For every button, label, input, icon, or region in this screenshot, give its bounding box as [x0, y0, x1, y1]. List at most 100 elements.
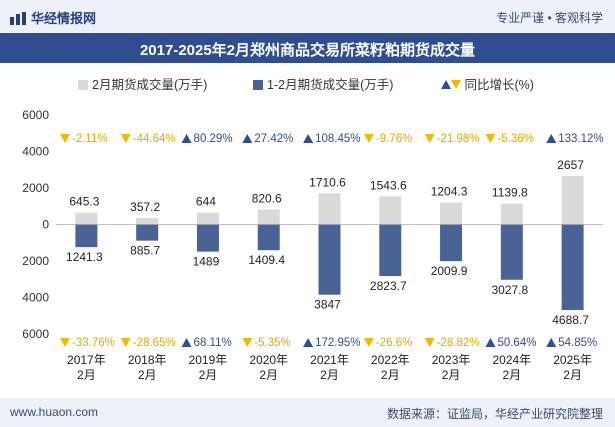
- y-tick-label: 0: [42, 218, 49, 232]
- bar-cumulative: [196, 224, 219, 252]
- growth-cumulative-down-arrow-icon: [424, 338, 435, 347]
- data-label-monthly: 645.3: [69, 195, 99, 209]
- bar-monthly: [75, 212, 98, 225]
- growth-monthly-label: 80.29%: [194, 133, 233, 145]
- growth-monthly-label: -5.36%: [497, 133, 533, 145]
- growth-cumulative-down-arrow-icon: [60, 338, 70, 347]
- growth-monthly-down-arrow-icon: [424, 134, 435, 143]
- data-label-monthly: 1204.3: [431, 185, 468, 199]
- growth-monthly-down-arrow-icon: [363, 134, 374, 143]
- growth-cumulative-up-arrow-icon: [485, 338, 496, 347]
- growth-cumulative-label: 50.64%: [497, 337, 536, 349]
- x-tick-label: 2020年 2月: [249, 353, 288, 382]
- x-tick-label: 2017年 2月: [67, 353, 106, 382]
- bar-cumulative: [379, 224, 402, 277]
- growth-cumulative-down-arrow-icon: [120, 338, 131, 347]
- y-tick-label: 4000: [22, 291, 49, 305]
- data-label-cumulative: 885.7: [130, 244, 160, 258]
- bar-monthly: [136, 217, 159, 225]
- legend-down-arrow-icon: [451, 80, 461, 89]
- footer-site: www.huaon.com: [10, 405, 99, 419]
- growth-monthly-label: -21.98%: [437, 133, 480, 145]
- growth-cumulative-label: 54.85%: [558, 337, 597, 349]
- legend-label-growth: 同比增长(%): [464, 78, 534, 92]
- growth-monthly-down-arrow-icon: [120, 134, 131, 143]
- data-label-cumulative: 3847: [314, 298, 341, 312]
- x-tick-label: 2023年 2月: [432, 353, 471, 382]
- growth-monthly-up-arrow-icon: [181, 134, 192, 143]
- growth-cumulative-label: -28.65%: [133, 337, 176, 349]
- x-tick-label: 2024年 2月: [492, 353, 531, 382]
- data-label-monthly: 1139.8: [492, 186, 528, 200]
- growth-monthly-label: -9.76%: [376, 133, 412, 145]
- bar-monthly: [561, 176, 584, 225]
- growth-monthly-label: 133.12%: [558, 133, 603, 145]
- top-bar: 华经情报网 专业严谨 • 客观科学: [0, 0, 615, 33]
- bar-monthly: [318, 193, 341, 225]
- tagline: 专业严谨 • 客观科学: [496, 11, 603, 25]
- data-label-monthly: 2657: [557, 158, 584, 172]
- bar-monthly: [196, 212, 219, 225]
- growth-cumulative-label: -28.82%: [437, 337, 480, 349]
- data-label-monthly: 357.2: [130, 200, 160, 214]
- data-label-cumulative: 3027.8: [491, 283, 528, 297]
- bar-cumulative: [440, 224, 463, 262]
- x-tick-label: 2025年 2月: [553, 353, 592, 382]
- growth-cumulative-label: -5.35%: [254, 337, 290, 349]
- growth-monthly-label: 108.45%: [315, 133, 360, 145]
- bar-cumulative: [136, 224, 159, 241]
- growth-cumulative-up-arrow-icon: [303, 338, 314, 347]
- data-label-cumulative: 2823.7: [370, 279, 407, 293]
- title-bar: 2017-2025年2月郑州商品交易所菜籽粕期货成交量: [0, 33, 615, 63]
- x-tick-label: 2021年 2月: [310, 353, 349, 382]
- growth-cumulative-down-arrow-icon: [363, 338, 374, 347]
- growth-monthly-label: 27.42%: [254, 133, 293, 145]
- growth-cumulative-label: 68.11%: [194, 337, 232, 349]
- footer-source: 数据来源：证监局，华经产业研究院整理: [386, 407, 603, 421]
- legend-up-arrow-icon: [441, 80, 451, 89]
- brand: 华经情报网: [10, 8, 96, 27]
- growth-monthly-up-arrow-icon: [242, 134, 253, 143]
- growth-monthly-up-arrow-icon: [303, 134, 314, 143]
- data-label-monthly: 644: [196, 195, 216, 209]
- growth-cumulative-label: -26.6%: [376, 337, 412, 349]
- data-label-monthly: 820.6: [252, 192, 282, 206]
- x-tick-label: 2018年 2月: [128, 353, 167, 382]
- legend-item-monthly: 2月期货成交量(万手): [78, 74, 207, 93]
- brand-name: 华经情报网: [31, 11, 97, 26]
- legend-item-growth: 同比增长(%): [441, 74, 534, 93]
- growth-cumulative-down-arrow-icon: [242, 338, 253, 347]
- bar-cumulative: [257, 224, 280, 251]
- data-label-cumulative: 4688.7: [552, 313, 589, 327]
- legend-item-cumulative: 1-2月期货成交量(万手): [253, 74, 393, 93]
- bar-cumulative: [500, 224, 523, 280]
- bar-monthly: [440, 202, 463, 225]
- legend-swatch-monthly: [78, 80, 88, 90]
- y-tick-label: 2000: [22, 181, 49, 195]
- y-tick-label: 6000: [22, 327, 49, 341]
- growth-monthly-label: -44.64%: [133, 133, 176, 145]
- y-tick-label: 6000: [22, 108, 49, 122]
- data-label-cumulative: 1409.4: [248, 253, 285, 267]
- growth-cumulative-label: -33.76%: [72, 337, 115, 349]
- growth-cumulative-label: 172.95%: [315, 337, 360, 349]
- bar-cumulative: [318, 224, 341, 295]
- bar-monthly: [379, 196, 402, 225]
- legend-swatch-cumulative: [253, 80, 263, 90]
- bar-cumulative: [75, 224, 98, 248]
- y-tick-label: 2000: [22, 254, 49, 268]
- growth-monthly-up-arrow-icon: [546, 134, 557, 143]
- brand-logo-icon: [10, 12, 26, 25]
- growth-monthly-down-arrow-icon: [60, 134, 70, 143]
- legend-label-monthly: 2月期货成交量(万手): [92, 78, 208, 92]
- growth-cumulative-up-arrow-icon: [181, 338, 192, 347]
- data-label-monthly: 1710.6: [309, 175, 346, 189]
- bar-monthly: [500, 203, 523, 225]
- chart-title: 2017-2025年2月郑州商品交易所菜籽粕期货成交量: [139, 42, 476, 59]
- bar-monthly: [257, 209, 280, 225]
- growth-monthly-down-arrow-icon: [485, 134, 496, 143]
- x-tick-label: 2019年 2月: [189, 353, 228, 382]
- growth-cumulative-up-arrow-icon: [546, 338, 557, 347]
